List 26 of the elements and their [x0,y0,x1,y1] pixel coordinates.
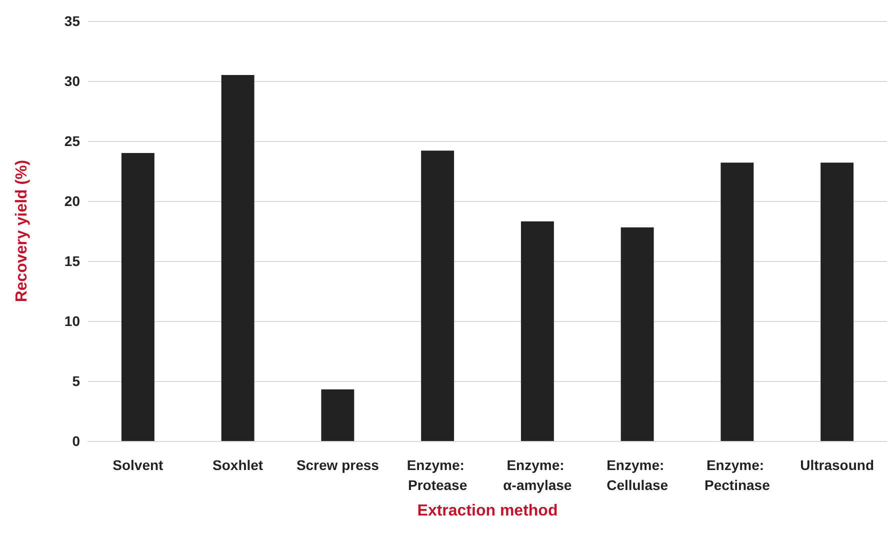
x-tick-label: Enzyme: Pectinase [704,457,770,493]
x-tick-label: Enzyme: α-amylase [503,457,572,493]
x-tick-label: Enzyme: Protease [406,457,468,493]
bar [421,150,454,441]
bar [121,153,154,441]
y-tick-label: 10 [64,313,80,329]
y-axis-title: Recovery yield (%) [14,160,30,302]
y-tick-label: 25 [64,133,80,149]
y-tick-label: 0 [72,433,80,449]
y-tick-label: 35 [64,13,80,29]
x-tick-label: Enzyme: Cellulase [606,457,668,493]
bar [620,227,654,441]
bar [520,221,554,441]
y-tick-label: 30 [64,73,80,89]
x-tick-label: Screw press [296,457,380,473]
y-tick-label: 15 [64,253,80,269]
bar [720,162,754,441]
x-axis-title: Extraction method [417,502,558,520]
bar [321,389,354,441]
bar [221,75,254,441]
x-tick-label: Solvent [112,457,164,473]
x-tick-label: Soxhlet [212,457,264,473]
y-tick-label: 5 [72,373,80,389]
y-tick-label: 20 [64,193,80,209]
x-tick-label: Ultrasound [800,457,874,473]
bar [820,162,854,441]
